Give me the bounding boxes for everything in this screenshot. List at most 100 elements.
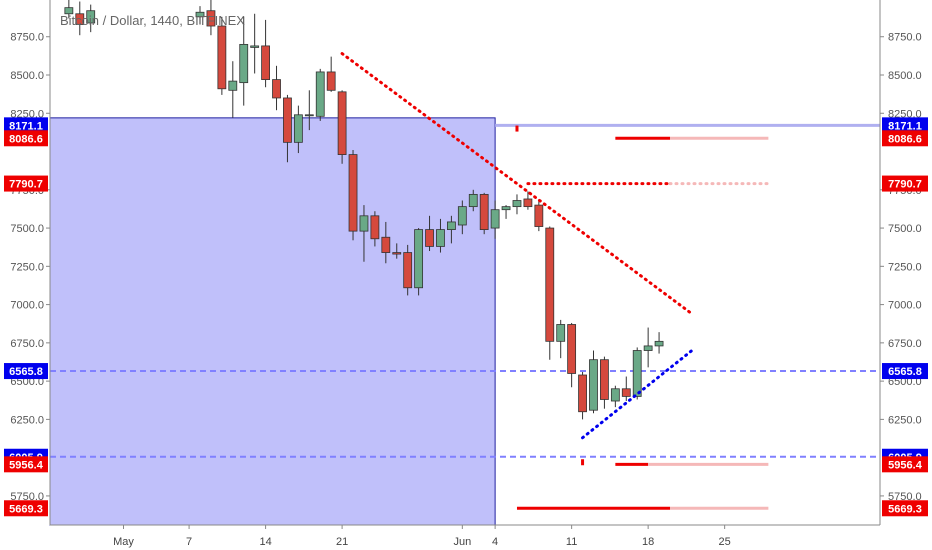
candle-body <box>425 229 434 247</box>
candle <box>403 244 413 296</box>
y-tick-label-right: 5750.0 <box>888 491 922 503</box>
candle-body <box>610 388 620 402</box>
price-tag-box <box>4 130 48 147</box>
marker-0 <box>515 125 519 132</box>
candle-body <box>272 79 281 99</box>
y-tick-label-left: 7000.0 <box>10 300 44 312</box>
price-tag-text: 8171.1 <box>9 120 43 132</box>
price-tag-text: 5956.4 <box>888 459 923 471</box>
candle-body <box>589 359 598 411</box>
candle <box>567 322 577 388</box>
candle-body <box>523 198 533 208</box>
y-tick-label-right: 6500.0 <box>888 376 922 388</box>
candle <box>610 385 620 408</box>
y-tick-label-left: 8500.0 <box>10 70 44 82</box>
candle-body <box>228 80 238 91</box>
price-tag-left: 8086.6 <box>4 130 48 147</box>
y-tick-label-left: 6500.0 <box>10 376 44 388</box>
price-tag-left: 5956.4 <box>4 456 48 473</box>
candle <box>446 215 456 244</box>
candle <box>523 191 533 210</box>
price-tag-right: 5669.3 <box>882 500 928 517</box>
candle-body <box>239 43 249 84</box>
candle-body <box>490 209 500 229</box>
candle-body <box>348 154 358 232</box>
candle <box>392 243 402 259</box>
y-tick-label-left: 8250.0 <box>10 108 44 120</box>
price-tag-box <box>882 500 928 517</box>
price-tag-right: 6565.8 <box>882 363 928 380</box>
candle <box>600 356 609 409</box>
candle <box>272 65 281 111</box>
price-tag-box <box>4 175 48 192</box>
candle-body <box>315 71 325 117</box>
y-tick-label-left: 6750.0 <box>10 338 44 350</box>
candles-layer <box>64 0 664 420</box>
candle <box>654 332 664 354</box>
y-tick-label-right: 8750.0 <box>888 32 922 44</box>
trendlines-layer <box>340 52 770 466</box>
price-tag-box <box>882 363 928 380</box>
candle-body <box>534 204 544 227</box>
price-tag-text: 7790.7 <box>888 179 922 191</box>
dotted-line-0 <box>340 52 694 316</box>
candle-body <box>567 324 577 374</box>
y-tick-label-left: 8750.0 <box>10 32 44 44</box>
candle <box>283 94 292 163</box>
y-tick-label-left: 7500.0 <box>10 223 44 235</box>
candle <box>578 371 587 420</box>
x-tick-label: 14 <box>259 536 271 548</box>
price-tag-right: 8171.1 <box>882 117 928 134</box>
candle-body <box>403 252 413 289</box>
candle <box>512 194 522 215</box>
candle-body <box>643 345 653 351</box>
x-tick-label: 7 <box>186 536 192 548</box>
candle <box>381 221 391 264</box>
price-tag-right: 7790.7 <box>882 175 928 192</box>
candle <box>250 13 260 74</box>
x-tick-label: May <box>113 536 134 548</box>
y-tick-label-right: 6750.0 <box>888 338 922 350</box>
y-tick-label-left: 7250.0 <box>10 261 44 273</box>
candle-body <box>206 10 216 27</box>
price-tag-text: 5956.4 <box>9 459 44 471</box>
candle-body <box>446 221 456 230</box>
candle <box>228 61 238 118</box>
candle-body <box>512 200 522 208</box>
candle-body <box>621 388 631 397</box>
price-tag-text: 7790.7 <box>9 179 43 191</box>
candle-body <box>392 252 402 255</box>
candle <box>86 4 96 33</box>
candle <box>414 228 424 296</box>
y-tick-label-right: 7000.0 <box>888 300 922 312</box>
candle <box>315 68 325 121</box>
x-tick-label: 21 <box>336 536 348 548</box>
price-tag-left: 7790.7 <box>4 175 48 192</box>
candle <box>545 226 555 360</box>
candle-body <box>64 7 74 15</box>
candle <box>326 56 336 92</box>
candle-body <box>261 45 270 80</box>
candle <box>534 200 544 232</box>
candle <box>479 192 489 235</box>
levels-layer <box>50 123 880 510</box>
candle <box>217 16 227 95</box>
candle-body <box>414 229 424 289</box>
candle-body <box>250 45 260 48</box>
candle-body <box>600 359 609 400</box>
price-tag-text: 5669.3 <box>9 503 43 515</box>
candle <box>556 319 566 359</box>
price-tag-box <box>4 117 48 134</box>
candle-body <box>304 114 314 117</box>
price-tag-box <box>882 175 928 192</box>
price-tag-box <box>882 456 928 473</box>
candle-body <box>468 193 478 208</box>
candle <box>75 1 85 36</box>
candle <box>621 376 631 402</box>
candle <box>359 205 369 262</box>
candle <box>468 189 478 212</box>
price-tag-left: 6565.8 <box>4 363 48 380</box>
price-tag-text: 8086.6 <box>9 133 43 145</box>
